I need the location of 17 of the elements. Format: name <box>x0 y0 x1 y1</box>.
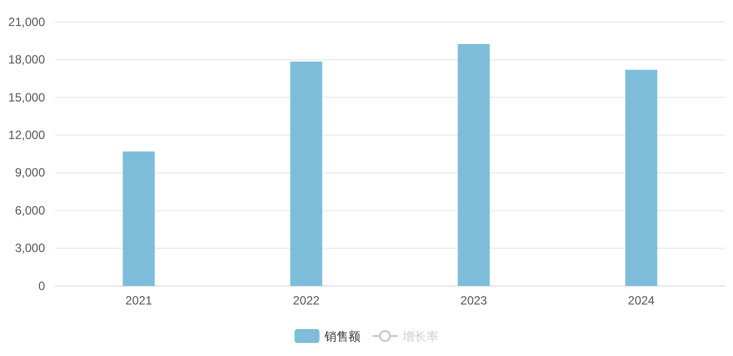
bar <box>458 44 490 286</box>
x-tick-label: 2022 <box>292 294 320 308</box>
legend-label: 销售额 <box>324 330 360 344</box>
y-tick-label: 18,000 <box>8 52 46 67</box>
y-tick-label: 12,000 <box>8 128 46 142</box>
x-tick-label: 2024 <box>628 294 655 308</box>
y-tick-label: 3,000 <box>14 241 46 256</box>
y-tick-label: 0 <box>38 278 46 293</box>
y-tick-label: 9,000 <box>14 166 46 180</box>
y-tick-label: 15,000 <box>8 90 46 104</box>
x-tick-label: 2021 <box>125 294 152 308</box>
y-tick-label: 6,000 <box>14 203 46 218</box>
bar <box>290 62 322 286</box>
y-tick-label: 21,000 <box>8 14 46 29</box>
x-tick-label: 2023 <box>460 294 488 308</box>
bar <box>122 151 155 286</box>
bar <box>625 70 658 286</box>
